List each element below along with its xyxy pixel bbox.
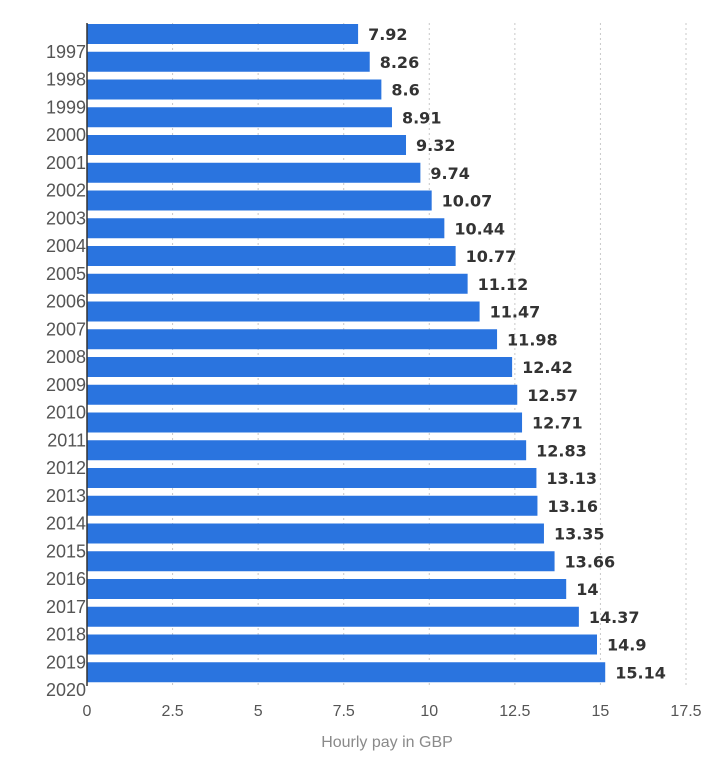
y-tick-label: 1998 xyxy=(46,70,86,90)
data-label: 11.47 xyxy=(490,303,541,322)
y-tick-label: 2010 xyxy=(46,403,86,423)
data-label: 14 xyxy=(576,580,598,599)
bar xyxy=(87,523,544,544)
data-label: 10.77 xyxy=(466,247,517,266)
y-tick-label: 2004 xyxy=(46,236,86,256)
x-tick-label: 15 xyxy=(592,703,610,720)
y-tick-label: 2005 xyxy=(46,264,86,284)
data-label: 9.74 xyxy=(430,164,469,183)
y-tick-label: 2017 xyxy=(46,597,86,617)
data-label: 8.91 xyxy=(402,108,441,127)
bar xyxy=(87,24,359,44)
bar xyxy=(87,579,567,599)
data-label: 12.57 xyxy=(527,386,578,405)
bar xyxy=(87,162,421,183)
y-tick-label: 2002 xyxy=(46,181,86,201)
bar xyxy=(87,495,538,516)
y-tick-label: 2018 xyxy=(46,625,86,645)
x-tick-labels-group: 0 2.5 5 7.5 10 12.5 15 17.5 xyxy=(83,703,702,720)
y-tick-label: 2000 xyxy=(46,125,86,145)
y-tick-label: 2006 xyxy=(46,292,86,312)
data-label: 14.9 xyxy=(607,636,646,655)
y-tick-label: 2011 xyxy=(47,430,86,450)
bar xyxy=(87,329,498,350)
x-tick-label: 12.5 xyxy=(499,703,530,720)
x-axis-title: Hourly pay in GBP xyxy=(321,734,453,751)
bar xyxy=(87,51,370,72)
bar xyxy=(87,551,555,572)
y-tick-label: 2019 xyxy=(46,652,86,672)
y-tick-label: 2015 xyxy=(46,541,86,561)
y-tick-label: 2007 xyxy=(46,319,86,339)
data-label: 12.71 xyxy=(532,414,583,433)
bar xyxy=(87,440,527,461)
data-label: 12.83 xyxy=(536,441,587,460)
data-label: 13.35 xyxy=(554,525,605,544)
data-label: 12.42 xyxy=(522,358,573,377)
y-tick-label: 1997 xyxy=(46,42,86,62)
data-labels-group: 7.92 8.26 8.6 8.91 9.32 9.74 10.07 10.44 10.77 11… xyxy=(368,25,666,682)
y-tick-label: 2013 xyxy=(46,486,86,506)
bar xyxy=(87,606,579,627)
x-tick-label: 5 xyxy=(254,703,263,720)
y-tick-label: 2001 xyxy=(46,153,86,173)
x-tick-label: 17.5 xyxy=(670,703,701,720)
data-label: 10.44 xyxy=(454,219,505,238)
data-label: 13.66 xyxy=(565,552,616,571)
data-label: 14.37 xyxy=(589,608,640,627)
bars-group xyxy=(87,24,606,683)
x-tick-label: 10 xyxy=(420,703,438,720)
data-label: 11.98 xyxy=(507,330,558,349)
y-tick-label: 2020 xyxy=(46,680,86,700)
data-label: 8.6 xyxy=(391,81,419,100)
bar xyxy=(87,135,407,155)
grid-lines xyxy=(172,23,687,686)
data-label: 13.13 xyxy=(546,469,597,488)
bar xyxy=(87,79,382,100)
y-tick-label: 1999 xyxy=(46,97,86,117)
data-label: 7.92 xyxy=(368,25,407,44)
bar xyxy=(87,662,606,683)
bar xyxy=(87,273,468,294)
data-label: 13.16 xyxy=(547,497,598,516)
data-label: 8.26 xyxy=(380,53,419,72)
y-tick-label: 2014 xyxy=(46,514,86,534)
bar xyxy=(87,357,513,377)
y-tick-label: 2009 xyxy=(46,375,86,395)
bar xyxy=(87,384,518,405)
data-label: 10.07 xyxy=(442,192,493,211)
data-label: 9.32 xyxy=(416,136,455,155)
bar xyxy=(87,468,537,488)
y-tick-labels-group: 1997 1998 1999 2000 2001 2002 2003 2004 2005 2006… xyxy=(46,42,86,700)
bar xyxy=(87,412,523,433)
y-tick-label: 2012 xyxy=(46,458,86,478)
data-label: 11.12 xyxy=(478,275,529,294)
bar xyxy=(87,190,432,211)
x-tick-label: 2.5 xyxy=(161,703,183,720)
y-tick-label: 2003 xyxy=(46,208,86,228)
bar xyxy=(87,301,480,322)
data-label: 15.14 xyxy=(615,663,666,682)
y-tick-label: 2008 xyxy=(46,347,86,367)
x-tick-label: 7.5 xyxy=(333,703,355,720)
bar xyxy=(87,218,445,239)
x-tick-label: 0 xyxy=(83,703,92,720)
bar xyxy=(87,634,598,655)
bar xyxy=(87,246,456,266)
y-tick-label: 2016 xyxy=(46,569,86,589)
bar xyxy=(87,107,392,128)
